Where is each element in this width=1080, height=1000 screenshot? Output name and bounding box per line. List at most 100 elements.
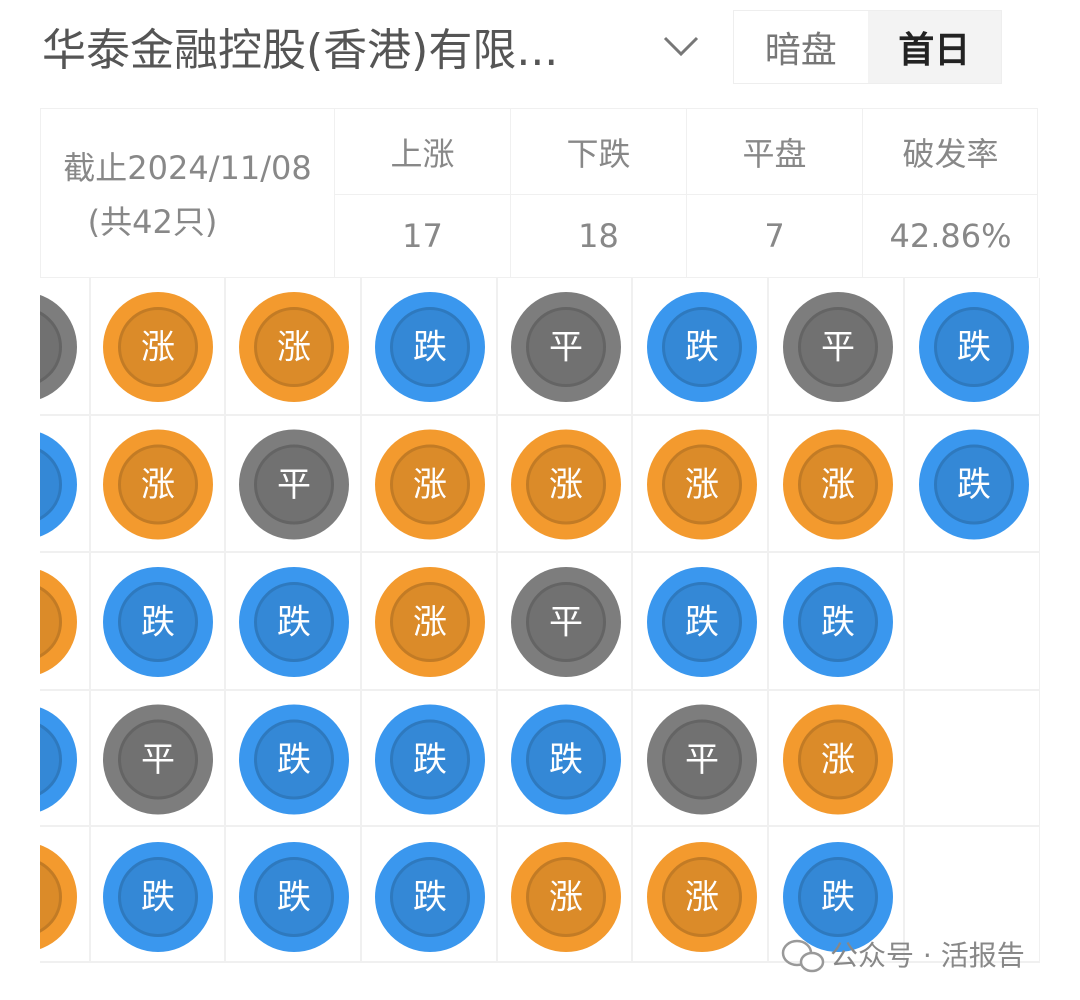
coin: 跌 xyxy=(375,292,485,402)
coin-outer xyxy=(239,567,349,677)
tab-bar: 暗盘 首日 xyxy=(733,10,1002,84)
coin: 跌 xyxy=(375,842,485,952)
coin-outer xyxy=(239,429,349,540)
column-header: 上涨 xyxy=(334,109,510,195)
coin-inner xyxy=(254,582,334,662)
coin-label: 跌 xyxy=(821,878,855,918)
coin-outer xyxy=(103,842,213,952)
coin-outer xyxy=(103,704,213,815)
dropdown-icon[interactable] xyxy=(662,34,700,58)
coin-inner xyxy=(254,307,334,387)
coin-outer xyxy=(375,292,485,402)
coin: 涨 xyxy=(511,429,621,540)
coin-label: 涨 xyxy=(685,465,719,505)
coin-inner xyxy=(526,719,606,800)
coin: 跌 xyxy=(919,292,1029,402)
coin-inner xyxy=(40,448,62,521)
coin-inner xyxy=(934,444,1014,525)
coin-outer xyxy=(511,704,621,815)
coin-inner xyxy=(798,582,878,662)
coin-inner xyxy=(118,582,198,662)
coin-outer xyxy=(375,704,485,815)
title[interactable]: 华泰金融控股(香港)有限... xyxy=(42,25,559,76)
coin-label: 平 xyxy=(549,603,583,643)
coin-outer xyxy=(783,292,893,402)
column-header: 破发率 xyxy=(862,109,1038,195)
coin-outer xyxy=(783,567,893,677)
coin: 涨 xyxy=(511,842,621,952)
coin: 跌 xyxy=(647,292,757,402)
coin-label: 跌 xyxy=(413,878,447,918)
coin-inner xyxy=(662,719,742,800)
coin-inner xyxy=(118,857,198,937)
coin-inner xyxy=(118,307,198,387)
coin-label: 跌 xyxy=(685,603,719,643)
coin-label: 涨 xyxy=(549,465,583,505)
coin-inner xyxy=(390,307,470,387)
coin-outer xyxy=(647,567,757,677)
coin-inner xyxy=(662,307,742,387)
column-value: 7 xyxy=(686,195,862,277)
coin: 跌 xyxy=(919,429,1029,540)
coin-inner xyxy=(798,444,878,525)
coin-inner xyxy=(526,307,606,387)
coin-label: 涨 xyxy=(141,465,175,505)
summary-table: 截止2024/11/08 (共42只) 上涨 17 下跌 18 平盘 7 破发率 42.86% xyxy=(40,108,1038,278)
coin-inner xyxy=(798,857,878,937)
coin-inner xyxy=(526,857,606,937)
date-cell: 截止2024/11/08 (共42只) xyxy=(41,109,334,277)
coin-outer xyxy=(783,842,893,952)
coin: 平 xyxy=(511,292,621,402)
tab[interactable]: 首日 xyxy=(867,11,1001,83)
coin-outer xyxy=(375,842,485,952)
coin-label: 平 xyxy=(549,328,583,368)
coin-inner xyxy=(40,861,62,933)
coin: 跌 xyxy=(239,567,349,677)
date-label: 截止2024/11/08 xyxy=(63,149,312,187)
coin: 跌 xyxy=(103,567,213,677)
coin-outer xyxy=(647,429,757,540)
coin-label: 跌 xyxy=(141,878,175,918)
coin-outer xyxy=(40,295,77,399)
coin-label: 跌 xyxy=(141,603,175,643)
coin-label: 涨 xyxy=(821,465,855,505)
tab[interactable]: 暗盘 xyxy=(764,30,837,71)
coin-outer xyxy=(239,292,349,402)
coin-outer xyxy=(647,292,757,402)
count-label: (共42只) xyxy=(87,203,218,241)
coin-inner xyxy=(798,307,878,387)
coin: 跌 xyxy=(103,842,213,952)
coin-outer xyxy=(919,429,1029,540)
coin: 涨 xyxy=(783,704,893,815)
coin-label: 跌 xyxy=(277,740,311,780)
coin-label: 涨 xyxy=(821,740,855,780)
coin-outer xyxy=(511,842,621,952)
coin-outer xyxy=(511,567,621,677)
coin-outer xyxy=(783,429,893,540)
coin-inner xyxy=(118,444,198,525)
coin-label: 平 xyxy=(685,740,719,780)
coin-inner xyxy=(254,857,334,937)
coin: 涨 xyxy=(375,429,485,540)
coin: 涨 xyxy=(375,567,485,677)
coin-outer xyxy=(239,704,349,815)
coin-label: 平 xyxy=(141,740,175,780)
coin-inner xyxy=(662,444,742,525)
coin-label: 涨 xyxy=(549,878,583,918)
coin-inner xyxy=(390,857,470,937)
coin-inner xyxy=(254,444,334,525)
coin xyxy=(40,845,77,949)
coin-inner xyxy=(40,311,62,383)
coin: 跌 xyxy=(239,842,349,952)
coin xyxy=(40,707,77,812)
coin-inner xyxy=(798,719,878,800)
coin-inner xyxy=(40,723,62,796)
coin-label: 跌 xyxy=(413,740,447,780)
column-header: 下跌 xyxy=(510,109,686,195)
coin-inner xyxy=(934,307,1014,387)
coin-outer xyxy=(511,292,621,402)
coin: 跌 xyxy=(783,567,893,677)
coin-outer xyxy=(647,704,757,815)
coin-outer xyxy=(783,704,893,815)
coin: 跌 xyxy=(511,704,621,815)
